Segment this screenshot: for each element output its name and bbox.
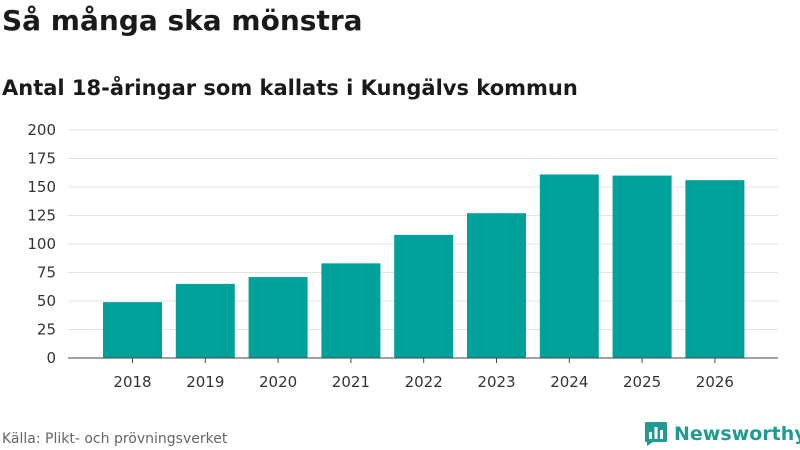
x-tick-label: 2026 [696,373,734,391]
chart-subtitle: Antal 18-åringar som kallats i Kungälvs … [2,76,578,100]
x-tick-label: 2021 [332,373,370,391]
chart-title: Så många ska mönstra [2,4,363,37]
bar-2018 [103,302,162,358]
y-tick-label: 175 [27,150,56,168]
y-tick-label: 75 [37,264,56,282]
x-tick-label: 2025 [623,373,661,391]
x-axis-ticks: 2018 2019 2020 2021 2022 2023 2024 2025 2026 [113,358,734,391]
y-tick-label: 125 [27,207,56,225]
bar-2024 [539,174,599,358]
y-tick-label: 0 [46,349,56,367]
x-tick-label: 2023 [477,373,515,391]
x-tick-label: 2018 [113,373,151,391]
bar-2022 [394,234,454,358]
bar-2021 [321,263,381,358]
bar-chart-speech-bubble-icon [645,422,667,446]
y-tick-label: 100 [27,235,56,253]
x-tick-label: 2024 [550,373,588,391]
x-tick-label: 2022 [405,373,443,391]
bar-2025 [612,175,672,358]
y-axis-ticks: 0 25 50 75 100 125 150 175 200 [27,121,56,367]
bar-2020 [248,277,308,358]
brand-logo: Newsworthy [644,421,800,447]
brand-name: Newsworthy [674,423,800,445]
y-tick-label: 200 [27,121,56,139]
y-tick-label: 50 [37,292,56,310]
x-tick-label: 2019 [186,373,224,391]
x-tick-label: 2020 [259,373,297,391]
bar-2023 [467,213,526,358]
y-tick-label: 25 [37,321,56,339]
y-tick-label: 150 [27,178,56,196]
bar-2019 [175,283,235,358]
bar-2026 [685,180,745,358]
bars [103,174,745,358]
source-note: Källa: Plikt- och prövningsverket [2,431,228,447]
